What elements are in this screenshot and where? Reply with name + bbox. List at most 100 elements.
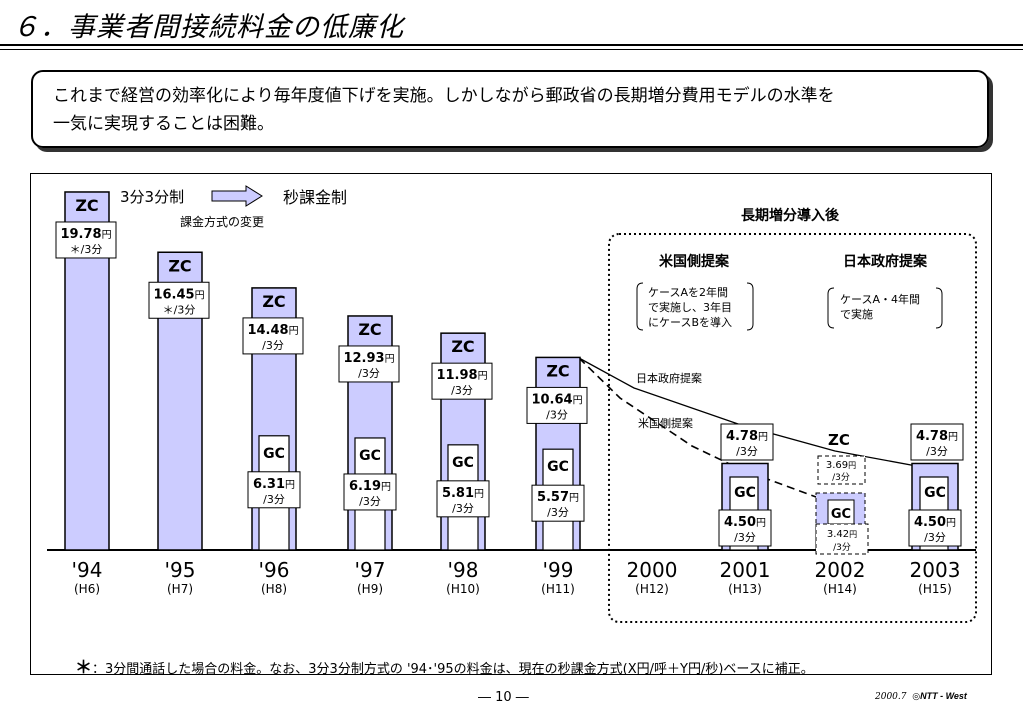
summary-box: これまで経営の効率化により毎年度値下げを実施。しかしながら郵政省の長期増分費用モ… — [31, 70, 989, 148]
zc-label: ZC — [168, 256, 191, 275]
us-2002-zc-sub: /3分 — [832, 472, 850, 483]
jp-desc-bracket-left — [827, 287, 835, 329]
us-2002-gc-sub: /3分 — [833, 542, 851, 553]
us-trend-line — [578, 357, 839, 506]
x-era-label: (H13) — [728, 582, 762, 596]
zc-value-box — [148, 281, 210, 319]
footnote-text: ：3分間通話した場合の料金。なお、3分3分制方式の '94･'95の料金は、現在… — [92, 662, 814, 677]
gc-label: GC — [734, 485, 756, 501]
zc-value: 16.45円 — [153, 287, 204, 302]
ntt-logo-icon: ◎ — [912, 692, 921, 702]
zc-value-box — [338, 345, 400, 383]
gc-label: GC — [263, 446, 285, 462]
x-era-label: (H12) — [635, 582, 669, 596]
us-desc-bracket-left — [636, 282, 644, 331]
zc-value: 4.78円 — [916, 429, 958, 444]
zc-value: 4.78円 — [726, 429, 768, 444]
gc-value-box — [718, 509, 772, 547]
us-line-label: 米国側提案 — [638, 416, 693, 430]
x-tick-label: 2002 — [815, 558, 866, 582]
zc-value-sub: /3分 — [451, 384, 473, 397]
chart-frame — [30, 173, 992, 675]
gc-value: 5.57円 — [537, 490, 579, 505]
footnote-mark: ＊ — [75, 658, 92, 678]
zc-label: ZC — [358, 320, 381, 339]
us-2002-zc-value-box — [817, 455, 866, 485]
gc-value-sub: /3分 — [547, 506, 569, 519]
us-desc-line-2: で実施し、3年目 — [648, 300, 732, 314]
jp-desc-line-2: で実施 — [840, 307, 873, 321]
gc-value: 5.81円 — [442, 486, 484, 501]
legend-arrow-icon — [211, 185, 263, 207]
page-title: ６．事業者間接続料金の低廉化 — [12, 12, 404, 43]
zc-value-box — [526, 386, 588, 424]
x-tick-label: '97 — [355, 558, 386, 582]
us-proposal-2002: GC ZC 3.69円 /3分 3.42円 /3分 — [815, 431, 869, 555]
zc-value-sub: /3分 — [926, 445, 948, 458]
page-number: ― 10 ― — [478, 690, 529, 705]
zc-value-sub: /3分 — [736, 445, 758, 458]
jp-line-label: 日本政府提案 — [636, 371, 702, 385]
x-tick-label: '98 — [448, 558, 479, 582]
zc-value-sub: /3分 — [358, 367, 380, 380]
x-era-label: (H15) — [918, 582, 952, 596]
x-era-label: (H6) — [74, 582, 100, 596]
gc-value-box — [531, 484, 585, 522]
gc-value-sub: /3分 — [359, 495, 381, 508]
us-2002-gc-box — [827, 499, 855, 525]
gc-value-box — [908, 509, 962, 547]
zc-value-sub: /3分 — [262, 339, 284, 352]
us-desc-bracket-right — [746, 282, 754, 331]
gc-value: 6.19円 — [349, 479, 391, 494]
us-2002-zc-label: ZC — [828, 431, 850, 449]
zc-value: 11.98円 — [436, 368, 487, 383]
gc-value-sub: /3分 — [924, 531, 946, 544]
us-proposal-title: 米国側提案 — [659, 253, 730, 270]
zc-value-box — [431, 362, 493, 400]
zc-value-sub: ＊/3分 — [163, 303, 196, 316]
us-2002-gc-value-box — [815, 523, 869, 555]
x-era-label: (H9) — [357, 582, 383, 596]
jp-desc-bracket-right — [935, 287, 943, 329]
jp-desc-line-1: ケースA・4年間 — [840, 292, 920, 306]
zc-value: 14.48円 — [247, 323, 298, 338]
gc-label: GC — [547, 459, 569, 475]
zc-value: 12.93円 — [343, 351, 394, 366]
zc-value-box — [910, 423, 964, 461]
us-2002-gc-label: GC — [831, 507, 851, 522]
x-tick-label: '96 — [259, 558, 290, 582]
gc-label: GC — [359, 448, 381, 464]
summary-line-1: これまで経営の効率化により毎年度値下げを実施。しかしながら郵政省の長期増分費用モ… — [53, 86, 835, 106]
legend-caption: 課金方式の変更 — [180, 214, 264, 229]
zc-value-box — [242, 317, 304, 355]
gc-label: GC — [452, 455, 474, 471]
gc-value-box — [436, 480, 490, 518]
x-tick-label: '99 — [543, 558, 574, 582]
zc-value-box — [55, 221, 117, 259]
title-rule — [0, 44, 1023, 46]
zc-value: 10.64円 — [531, 392, 582, 407]
zc-label: ZC — [546, 361, 569, 380]
x-tick-label: '94 — [72, 558, 103, 582]
x-era-label: (H8) — [261, 582, 287, 596]
bar-group: '94(H6)ZC19.78円＊/3分'95(H7)ZC16.45円＊/3分'9… — [55, 191, 964, 596]
x-era-label: (H7) — [167, 582, 193, 596]
gc-value: 4.50円 — [724, 515, 766, 530]
x-tick-label: 2000 — [627, 558, 678, 582]
gc-label: GC — [924, 485, 946, 501]
zc-label: ZC — [75, 196, 98, 215]
gc-value-box — [343, 473, 397, 511]
credit-company: NTT - West — [920, 691, 967, 701]
x-era-label: (H10) — [446, 582, 480, 596]
x-tick-label: '95 — [165, 558, 196, 582]
us-desc-line-3: にケースBを導入 — [648, 315, 732, 329]
gc-value: 6.31円 — [253, 477, 295, 492]
us-2002-zc-value: 3.69円 — [826, 460, 856, 471]
zc-label: ZC — [262, 292, 285, 311]
title-rule-thin — [0, 49, 1023, 50]
us-desc-line-1: ケースAを2年間 — [648, 285, 728, 299]
zc-value: 19.78円 — [60, 227, 111, 242]
jp-proposal-title: 日本政府提案 — [843, 253, 928, 270]
gc-value-sub: /3分 — [734, 531, 756, 544]
legend-from: 3分3分制 — [120, 188, 184, 206]
